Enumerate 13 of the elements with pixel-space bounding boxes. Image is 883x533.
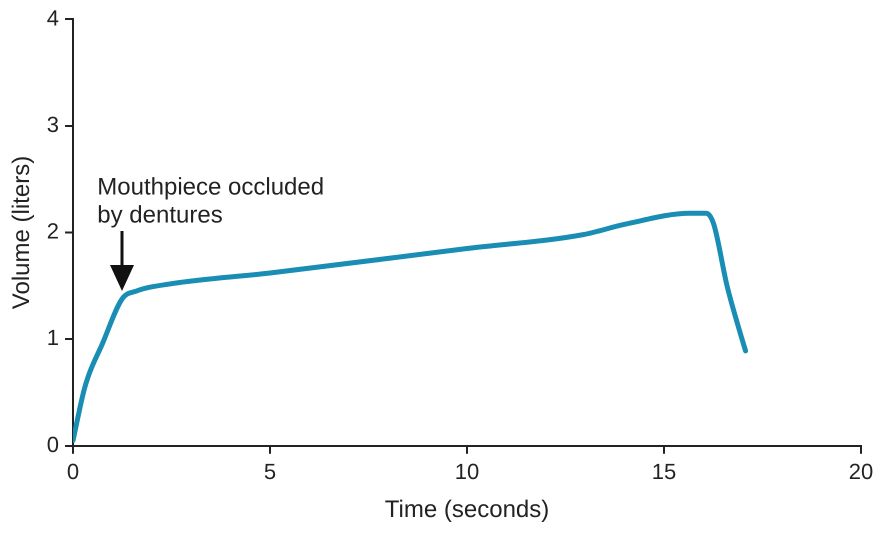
y-tick-label: 3 [46,112,60,137]
y-tick-label: 4 [46,5,60,30]
x-tick-label: 15 [652,459,676,484]
x-axis-title: Time (seconds) [384,496,550,524]
y-tick-label: 2 [46,218,60,244]
y-axis-title: Volume (liters) [8,156,36,310]
y-tick-label: 0 [46,432,60,457]
x-tick-label: 0 [66,459,80,484]
y-tick-label: 1 [46,325,60,350]
x-tick-label: 10 [454,459,480,484]
annotation: Mouthpiece occluded by dentures [97,174,324,229]
x-tick-label: 5 [264,459,276,484]
x-tick-label: 20 [848,459,874,484]
